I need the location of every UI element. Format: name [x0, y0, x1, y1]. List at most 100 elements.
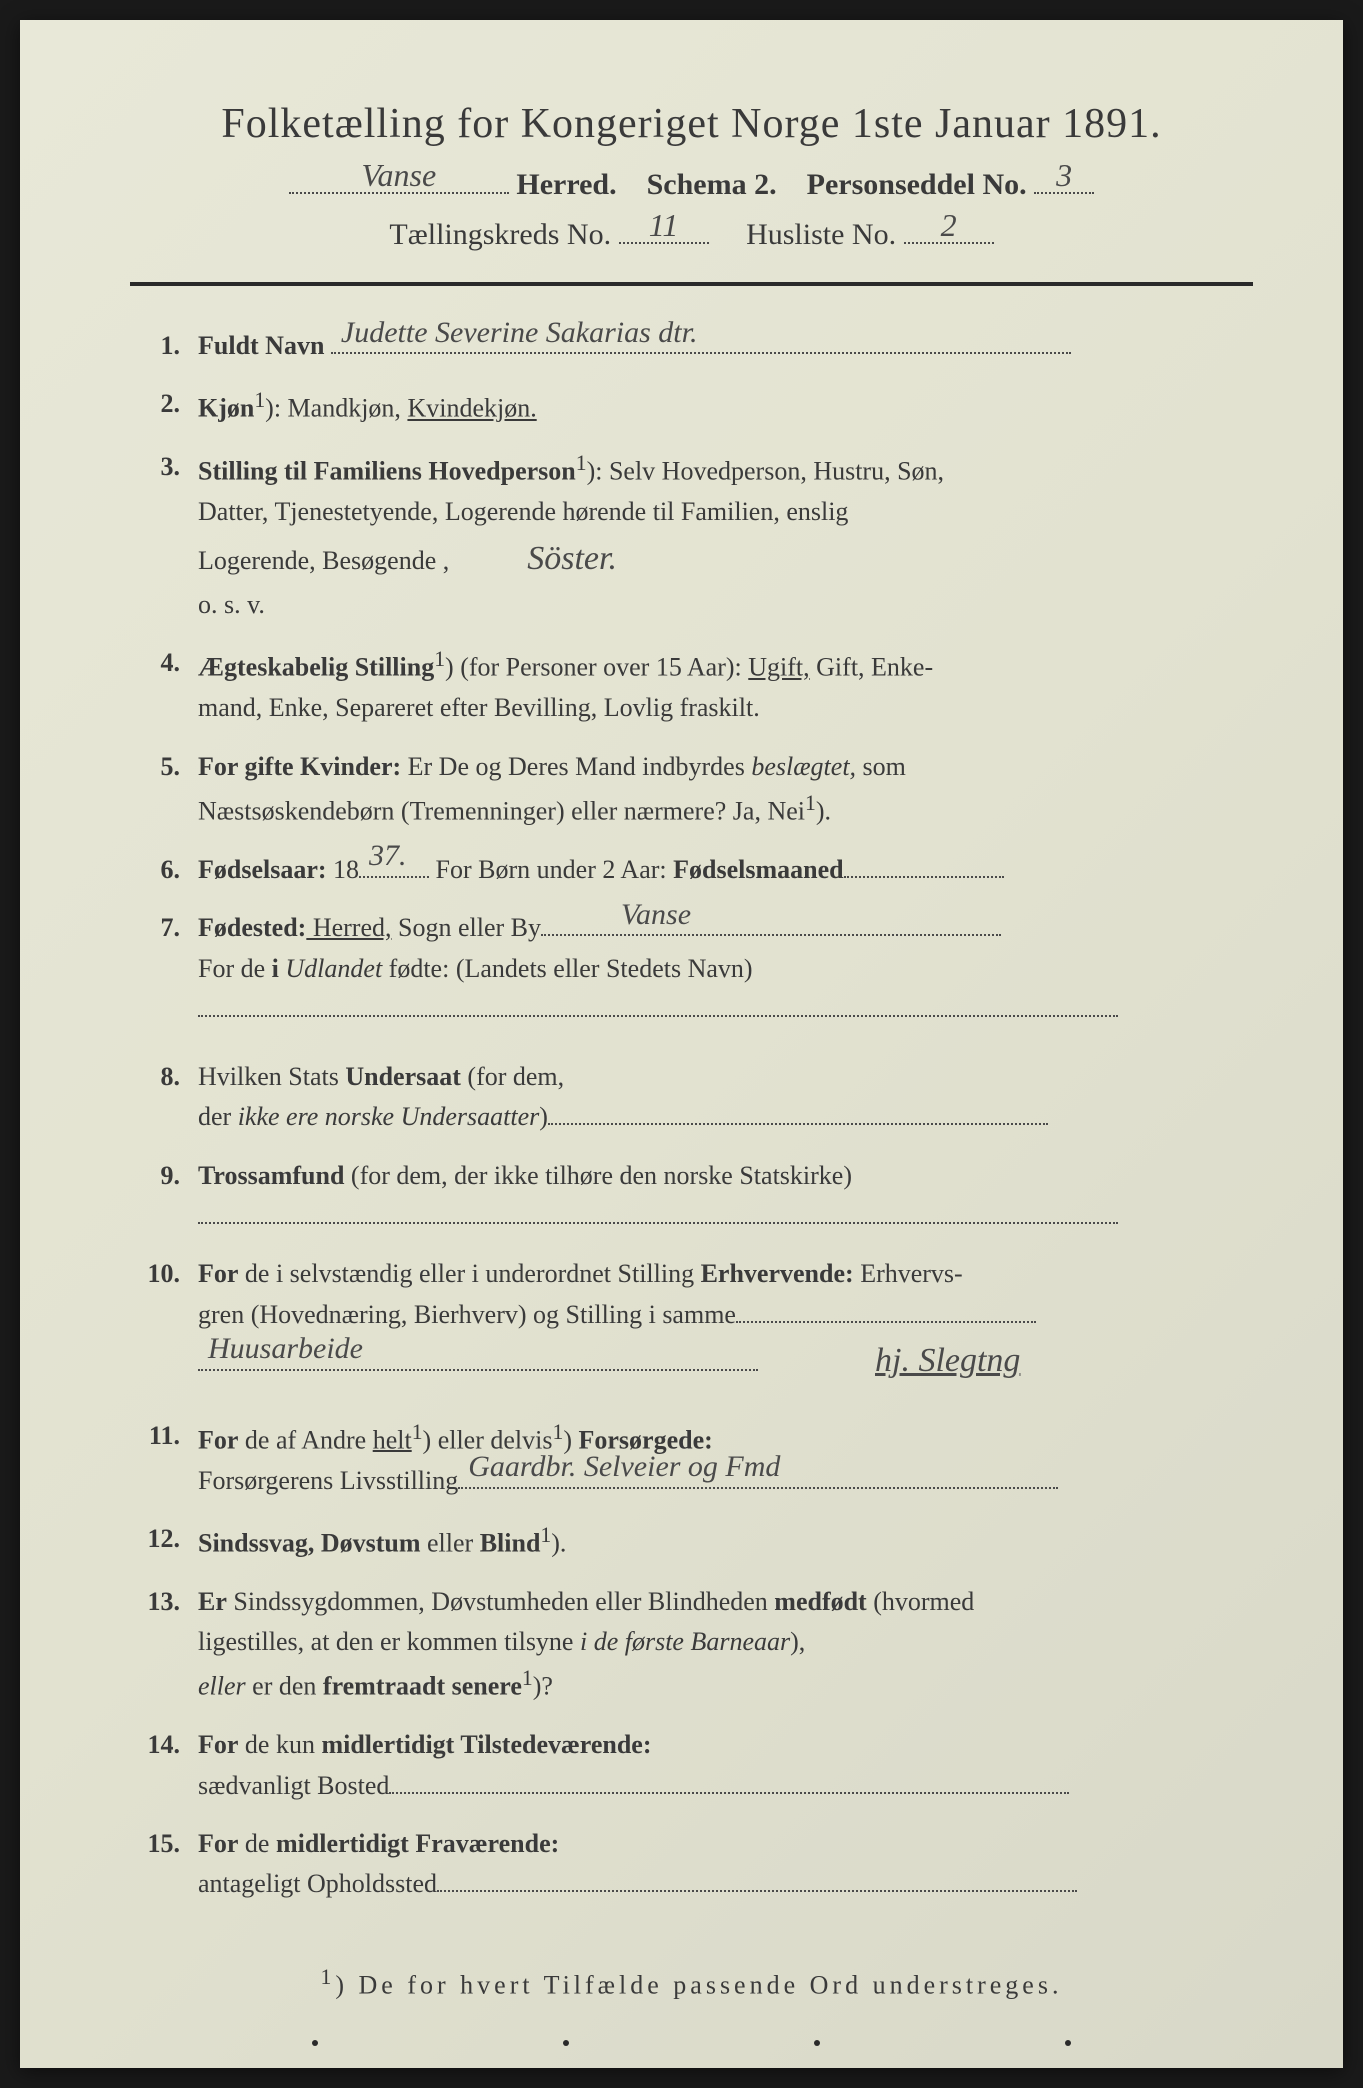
q15-body: For de midlertidigt Fraværende: antageli… — [198, 1824, 1253, 1905]
q2-sup: 1 — [254, 388, 265, 412]
q11-u1: helt — [373, 1425, 412, 1454]
footnote-text: ) De for hvert Tilfælde passende Ord und… — [335, 1970, 1062, 1999]
q9-field — [198, 1202, 1118, 1224]
q8-num: 8. — [140, 1057, 198, 1097]
q9-label: Trossamfund — [198, 1161, 344, 1190]
q5-sup: 1 — [805, 791, 816, 815]
q7-field2 — [198, 995, 1118, 1017]
q3-hw: Söster. — [527, 540, 617, 577]
q1-num: 1. — [140, 326, 198, 366]
q7-body: Fødested: Herred, Sogn eller ByVanse For… — [198, 908, 1253, 1029]
q7-hw: Vanse — [621, 892, 691, 939]
question-3: 3. Stilling til Familiens Hovedperson1):… — [140, 447, 1253, 625]
q12-sup: 1 — [540, 1523, 551, 1547]
q7-num: 7. — [140, 908, 198, 948]
q4-line2: mand, Enke, Separeret efter Bevilling, L… — [198, 693, 760, 722]
q3-num: 3. — [140, 447, 198, 487]
q4-num: 4. — [140, 643, 198, 683]
q5-text2: som — [856, 752, 906, 781]
q5-text1: Er De og Deres Mand indbyrdes — [401, 752, 751, 781]
q11-body: For de af Andre helt1) eller delvis1) Fo… — [198, 1416, 1253, 1501]
q14-label: For — [198, 1730, 238, 1759]
q6-num: 6. — [140, 850, 198, 890]
q7-line2c: fødte: (Landets eller Stedets Navn) — [382, 954, 752, 983]
q4-body: Ægteskabelig Stilling1) (for Personer ov… — [198, 643, 1253, 728]
q12-text2: ). — [551, 1529, 566, 1558]
kreds-value: 11 — [649, 207, 679, 244]
question-14: 14. For de kun midlertidigt Tilstedevære… — [140, 1725, 1253, 1806]
q14-num: 14. — [140, 1725, 198, 1765]
q9-num: 9. — [140, 1156, 198, 1196]
question-2: 2. Kjøn1): Mandkjøn, Kvindekjøn. — [140, 384, 1253, 429]
q10-label2: Erhvervende: — [701, 1259, 854, 1288]
q11-field: Gaardbr. Selveier og Fmd — [458, 1467, 1058, 1489]
q10-text1: de i selvstændig eller i underordnet Sti… — [238, 1259, 700, 1288]
q7-field: Vanse — [541, 914, 1001, 936]
q13-label3: fremtraadt senere — [323, 1672, 522, 1701]
q5-label: For gifte Kvinder: — [198, 752, 401, 781]
q13-sup: 1 — [522, 1666, 533, 1690]
q2-underlined: Kvindekjøn. — [407, 394, 536, 423]
main-title: Folketælling for Kongeriget Norge 1ste J… — [130, 100, 1253, 148]
q15-label: For — [198, 1829, 238, 1858]
q3-line2: Datter, Tjenestetyende, Logerende hørend… — [198, 497, 848, 526]
q13-num: 13. — [140, 1582, 198, 1622]
q10-field1 — [736, 1301, 1036, 1323]
q14-text1: de kun — [238, 1730, 321, 1759]
q15-line2: antageligt Opholdssted — [198, 1869, 437, 1898]
q7-line2a: For de — [198, 954, 272, 983]
q3-sup: 1 — [576, 451, 587, 475]
kreds-line: Tællingskreds No. 11 Husliste No. 2 — [130, 216, 1253, 252]
q11-hw: Gaardbr. Selveier og Fmd — [468, 1444, 780, 1491]
personseddel-value: 3 — [1056, 157, 1072, 194]
q6-label: Fødselsaar: — [198, 855, 327, 884]
q8-field — [548, 1103, 1048, 1125]
husliste-value: 2 — [941, 207, 957, 244]
q14-label2: midlertidigt Tilstedeværende: — [321, 1730, 651, 1759]
personseddel-label: Personseddel No. — [807, 168, 1027, 201]
q1-value: Judette Severine Sakarias dtr. — [341, 310, 698, 357]
q12-text: eller — [421, 1529, 480, 1558]
q8-body: Hvilken Stats Undersaat (for dem, der ik… — [198, 1057, 1253, 1138]
q10-label: For — [198, 1259, 238, 1288]
q4-text2: Gift, Enke- — [810, 653, 933, 682]
question-11: 11. For de af Andre helt1) eller delvis1… — [140, 1416, 1253, 1501]
q1-body: Fuldt Navn Judette Severine Sakarias dtr… — [198, 326, 1253, 366]
q6-label2: Fødselsmaaned — [673, 855, 843, 884]
q13-line3c: )? — [533, 1672, 553, 1701]
form-header: Folketælling for Kongeriget Norge 1ste J… — [130, 100, 1253, 252]
q8-italic: ikke ere norske Undersaatter — [238, 1102, 540, 1131]
q3-line4: o. s. v. — [198, 590, 265, 619]
q11-num: 11. — [140, 1416, 198, 1456]
q10-hw2: hj. Slegtng — [875, 1342, 1020, 1379]
q6-year-field: 37. — [359, 856, 429, 878]
q15-field — [437, 1870, 1077, 1892]
q8-line1b: (for dem, — [461, 1062, 564, 1091]
q6-prefix: 18 — [327, 855, 360, 884]
q4-sup: 1 — [434, 647, 445, 671]
mark-dot — [1065, 2040, 1071, 2046]
q13-text2: (hvormed — [867, 1587, 975, 1616]
q7-italic: Udlandet — [285, 954, 382, 983]
question-7: 7. Fødested: Herred, Sogn eller ByVanse … — [140, 908, 1253, 1029]
q13-line3b: er den — [246, 1672, 323, 1701]
q15-num: 15. — [140, 1824, 198, 1864]
census-form-page: Folketælling for Kongeriget Norge 1ste J… — [20, 20, 1343, 2068]
question-5: 5. For gifte Kvinder: Er De og Deres Man… — [140, 747, 1253, 832]
q5-line2: Næstsøskendebørn (Tremenninger) eller næ… — [198, 797, 805, 826]
q7-label: Fødested: — [198, 913, 306, 942]
q6-text2: For Børn under 2 Aar: — [429, 855, 673, 884]
question-1: 1. Fuldt Navn Judette Severine Sakarias … — [140, 326, 1253, 366]
q12-label2: Blind — [480, 1529, 541, 1558]
q10-field2: Huusarbeide — [198, 1349, 758, 1371]
kreds-field: 11 — [619, 216, 709, 244]
question-6: 6. Fødselsaar: 1837. For Børn under 2 Aa… — [140, 850, 1253, 890]
question-9: 9. Trossamfund (for dem, der ikke tilhør… — [140, 1156, 1253, 1237]
q12-label: Sindssvag, Døvstum — [198, 1529, 421, 1558]
bottom-marks — [130, 2040, 1253, 2046]
question-12: 12. Sindssvag, Døvstum eller Blind1). — [140, 1519, 1253, 1564]
q4-text1: ) (for Personer over 15 Aar): — [445, 653, 748, 682]
husliste-label: Husliste No. — [746, 218, 896, 251]
husliste-field: 2 — [904, 216, 994, 244]
footnote-sup: 1 — [321, 1965, 336, 1989]
